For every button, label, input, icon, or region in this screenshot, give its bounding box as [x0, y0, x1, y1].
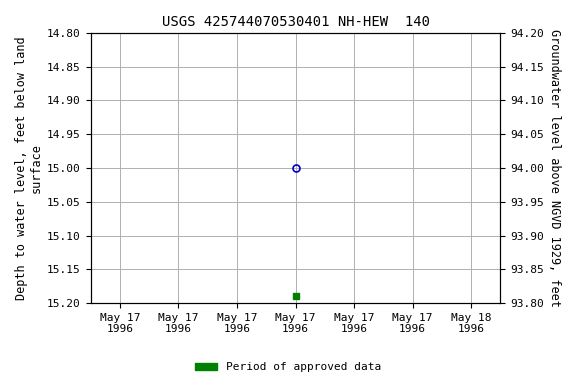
Legend: Period of approved data: Period of approved data	[191, 358, 385, 377]
Title: USGS 425744070530401 NH-HEW  140: USGS 425744070530401 NH-HEW 140	[161, 15, 430, 29]
Y-axis label: Groundwater level above NGVD 1929, feet: Groundwater level above NGVD 1929, feet	[548, 29, 561, 307]
Y-axis label: Depth to water level, feet below land
surface: Depth to water level, feet below land su…	[15, 36, 43, 300]
